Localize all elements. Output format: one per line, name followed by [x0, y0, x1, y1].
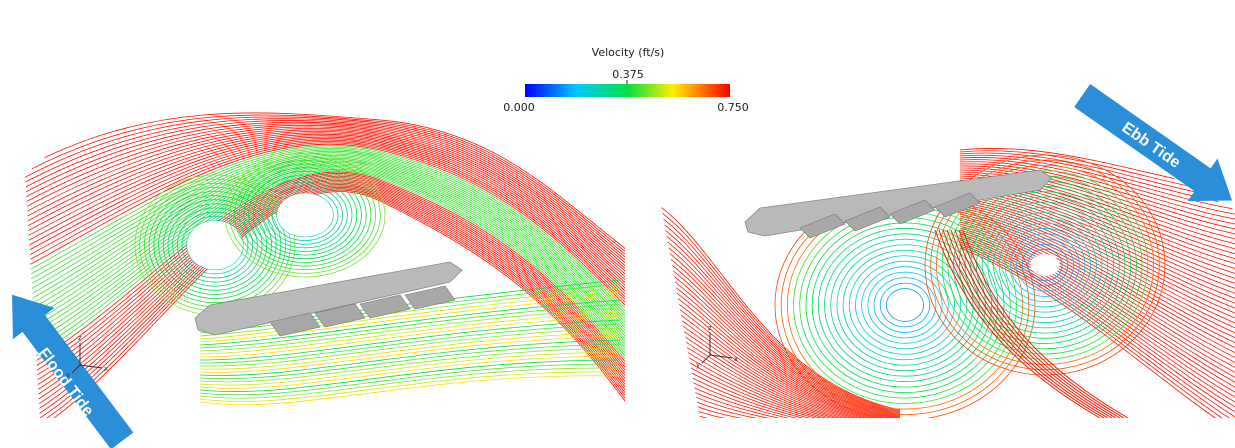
vortex-core: [277, 193, 333, 236]
axis-label: z: [708, 324, 712, 332]
axis-label: z: [78, 334, 82, 342]
vortex-core: [1031, 254, 1060, 276]
colorbar-min-label: 0.000: [503, 101, 535, 114]
axis-label: x: [734, 355, 738, 363]
figure: Velocity (ft/s) 0.375 0.000 0.750 Ebb Ti…: [0, 0, 1235, 448]
colorbar-title: Velocity (ft/s): [592, 46, 665, 59]
colorbar-max-label: 0.750: [717, 101, 749, 114]
axis-label: y: [66, 371, 70, 379]
colorbar: Velocity (ft/s) 0.375 0.000 0.750: [478, 40, 768, 122]
axis-label: x: [104, 365, 108, 373]
vortex-core: [889, 294, 920, 317]
axis-label: y: [696, 361, 700, 369]
colorbar-ramp: [525, 84, 730, 97]
colorbar-mid-label: 0.375: [612, 68, 644, 81]
